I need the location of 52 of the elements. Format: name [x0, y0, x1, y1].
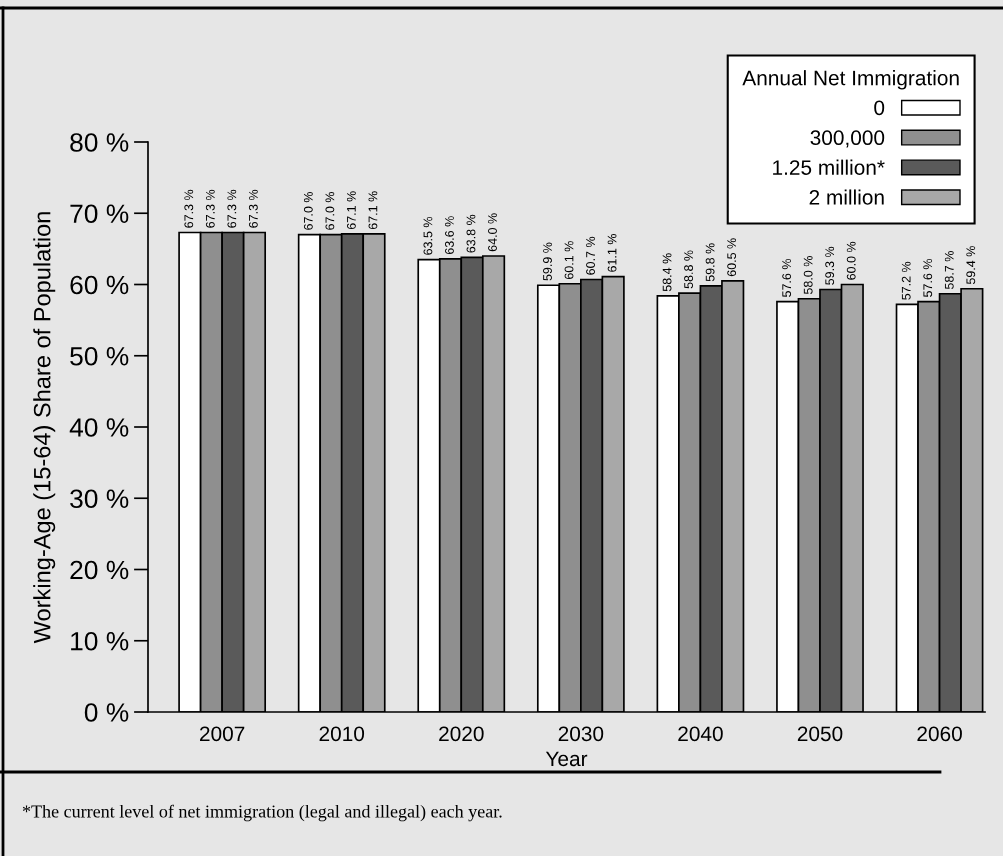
data-label: 67.3 % [248, 189, 258, 228]
y-tick-label: 50 % [70, 346, 129, 366]
data-label: 67.3 % [227, 189, 237, 228]
y-tick-label: 70 % [70, 204, 129, 224]
data-label: 63.8 % [466, 214, 476, 253]
x-tick-label: 2060 [917, 726, 962, 742]
text: *The current level of net immigration (legal and illegal) each year. [22, 804, 502, 822]
data-label: 57.6 % [923, 258, 933, 297]
data-label: 60.0 % [846, 241, 856, 280]
y-tick-label: 20 % [70, 560, 129, 580]
x-tick-label: 2030 [558, 726, 604, 742]
data-label: 59.9 % [543, 242, 552, 281]
data-label: 61.1 % [607, 234, 617, 272]
data-label: 60.7 % [586, 236, 595, 275]
data-label: 60.5 % [727, 238, 737, 277]
data-label: 67.0 % [325, 191, 335, 230]
legend-label: 2 million [809, 189, 884, 205]
data-label: 63.6 % [445, 216, 454, 255]
data-label: 58.0 % [803, 256, 813, 295]
data-label: 67.3 % [205, 189, 215, 228]
legend-label: 0 [874, 100, 885, 116]
data-label: 67.3 % [184, 189, 194, 228]
data-label: 59.4 % [966, 246, 976, 285]
legend-title: Annual Net Immigration [742, 70, 959, 90]
data-label: 60.1 % [564, 241, 574, 279]
x-tick-label: 2040 [678, 726, 723, 742]
data-label: 57.6 % [782, 258, 792, 297]
y-tick-label: 30 % [70, 489, 129, 509]
x-tick-label: 2020 [439, 726, 484, 742]
data-label: 67.1 % [346, 191, 356, 230]
x-tick-label: 2010 [319, 726, 365, 742]
data-label: 67.1 % [368, 191, 378, 230]
y-tick-label: 60 % [70, 275, 129, 295]
x-tick-label: 2007 [200, 726, 245, 742]
legend-label: 1.25 million* [773, 159, 885, 175]
y-tick-label: 80 % [70, 133, 129, 152]
data-label: 67.0 % [303, 191, 313, 230]
data-label: 59.8 % [705, 243, 715, 282]
x-axis-title: Year [545, 751, 588, 767]
data-label: 57.2 % [901, 261, 911, 300]
y-tick-label: 40 % [69, 418, 129, 437]
data-label: 63.5 % [423, 216, 433, 255]
y-tick-label: 0 % [84, 703, 129, 722]
x-tick-label: 2050 [797, 726, 843, 742]
data-label: 59.3 % [825, 246, 835, 285]
y-axis-title: Working-Age (15-64) Share of Population [33, 212, 56, 644]
data-label: 58.4 % [662, 253, 672, 292]
data-label: 64.0 % [488, 213, 497, 252]
data-label: 58.8 % [684, 250, 694, 289]
y-tick-label: 10 % [71, 631, 129, 651]
data-label: 58.7 % [944, 251, 954, 290]
legend-label: 300,000 [810, 130, 885, 148]
